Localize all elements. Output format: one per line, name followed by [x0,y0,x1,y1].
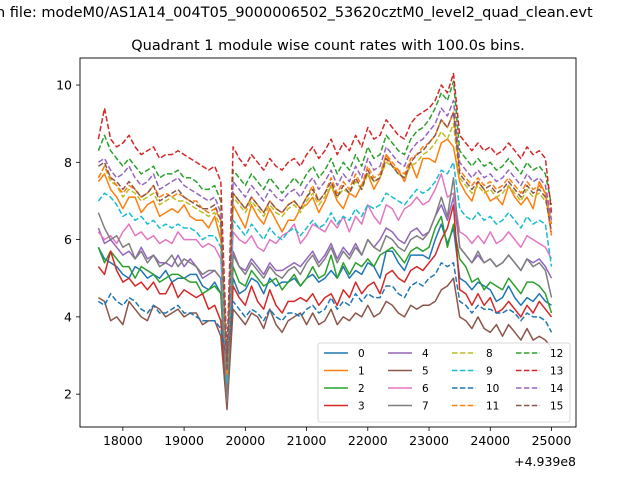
legend-label: 11 [486,401,499,413]
axes-frame [79,57,577,428]
legend-label: 2 [358,383,365,395]
figure-suptitle: n file: modeM0/AS1A14_004T05_9000006502_… [0,5,593,21]
y-tick-label: 8 [64,155,72,170]
legend-entry-5[interactable]: 5 [388,366,429,378]
legend-entry-14[interactable]: 14 [516,383,564,395]
legend-label: 1 [358,366,365,378]
series-line-12 [97,80,553,364]
x-tick-label: 22000 [348,433,388,448]
legend-label: 9 [486,366,493,378]
x-offset-label: +4.939e8 [514,454,576,469]
series-line-5 [98,277,553,411]
x-tick-label: 21000 [287,433,327,448]
series-line-8 [97,122,553,372]
legend-label: 13 [550,366,563,378]
series-line-10 [97,262,553,361]
legend-entry-4[interactable]: 4 [388,348,429,360]
x-tick-label: 20000 [225,433,265,448]
legend-entry-6[interactable]: 6 [388,383,429,395]
x-axis: 18000 19000 20000 21000 22000 23000 24000 25000 [103,427,571,448]
legend-entry-8[interactable]: 8 [452,348,493,360]
plot-area: 18000 19000 20000 21000 22000 23000 24000 25000… [56,57,577,469]
legend-entry-12[interactable]: 12 [516,348,563,360]
series-line-14 [98,99,553,368]
series-line-6 [97,173,553,376]
legend-entry-11[interactable]: 11 [452,401,499,413]
series-line-3 [97,204,553,407]
series-line-13 [97,72,553,357]
legend-entry-15[interactable]: 15 [516,401,563,413]
x-tick-label: 18000 [103,433,143,448]
chart-title: Quadrant 1 module wise count rates with … [131,38,525,54]
legend-label: 7 [422,401,429,413]
legend-entry-0[interactable]: 0 [324,348,365,360]
legend-label: 3 [358,401,365,413]
x-tick-label: 25000 [532,433,572,448]
legend-entry-2[interactable]: 2 [324,383,365,395]
legend-label: 14 [550,383,564,395]
legend-entry-13[interactable]: 13 [516,366,563,378]
y-tick-label: 4 [64,309,72,324]
legend-label: 12 [550,348,563,360]
legend-entry-7[interactable]: 7 [388,401,429,413]
y-tick-label: 2 [64,387,72,402]
legend-label: 10 [486,383,499,395]
legend-label: 5 [422,366,429,378]
legend-label: 15 [550,401,563,413]
x-tick-label: 24000 [470,433,510,448]
y-tick-label: 6 [64,232,72,247]
legend-label: 6 [422,383,429,395]
legend-entry-10[interactable]: 10 [452,383,499,395]
series-line-4 [97,196,553,388]
legend-entry-3[interactable]: 3 [324,401,365,413]
series-lines [97,72,553,411]
series-line-0 [97,223,552,399]
series-line-7 [97,177,553,403]
x-tick-label: 23000 [409,433,449,448]
series-line-15 [97,111,553,372]
x-tick-label: 19000 [164,433,204,448]
legend-entry-9[interactable]: 9 [452,366,493,378]
legend-label: 8 [486,348,493,360]
legend-label: 0 [358,348,365,360]
y-tick-label: 10 [56,78,72,93]
legend-entry-1[interactable]: 1 [324,366,365,378]
y-axis: 2 4 6 8 10 [56,78,80,402]
legend-label: 4 [422,348,429,360]
series-line-2 [97,215,553,395]
legend-box [317,342,571,423]
